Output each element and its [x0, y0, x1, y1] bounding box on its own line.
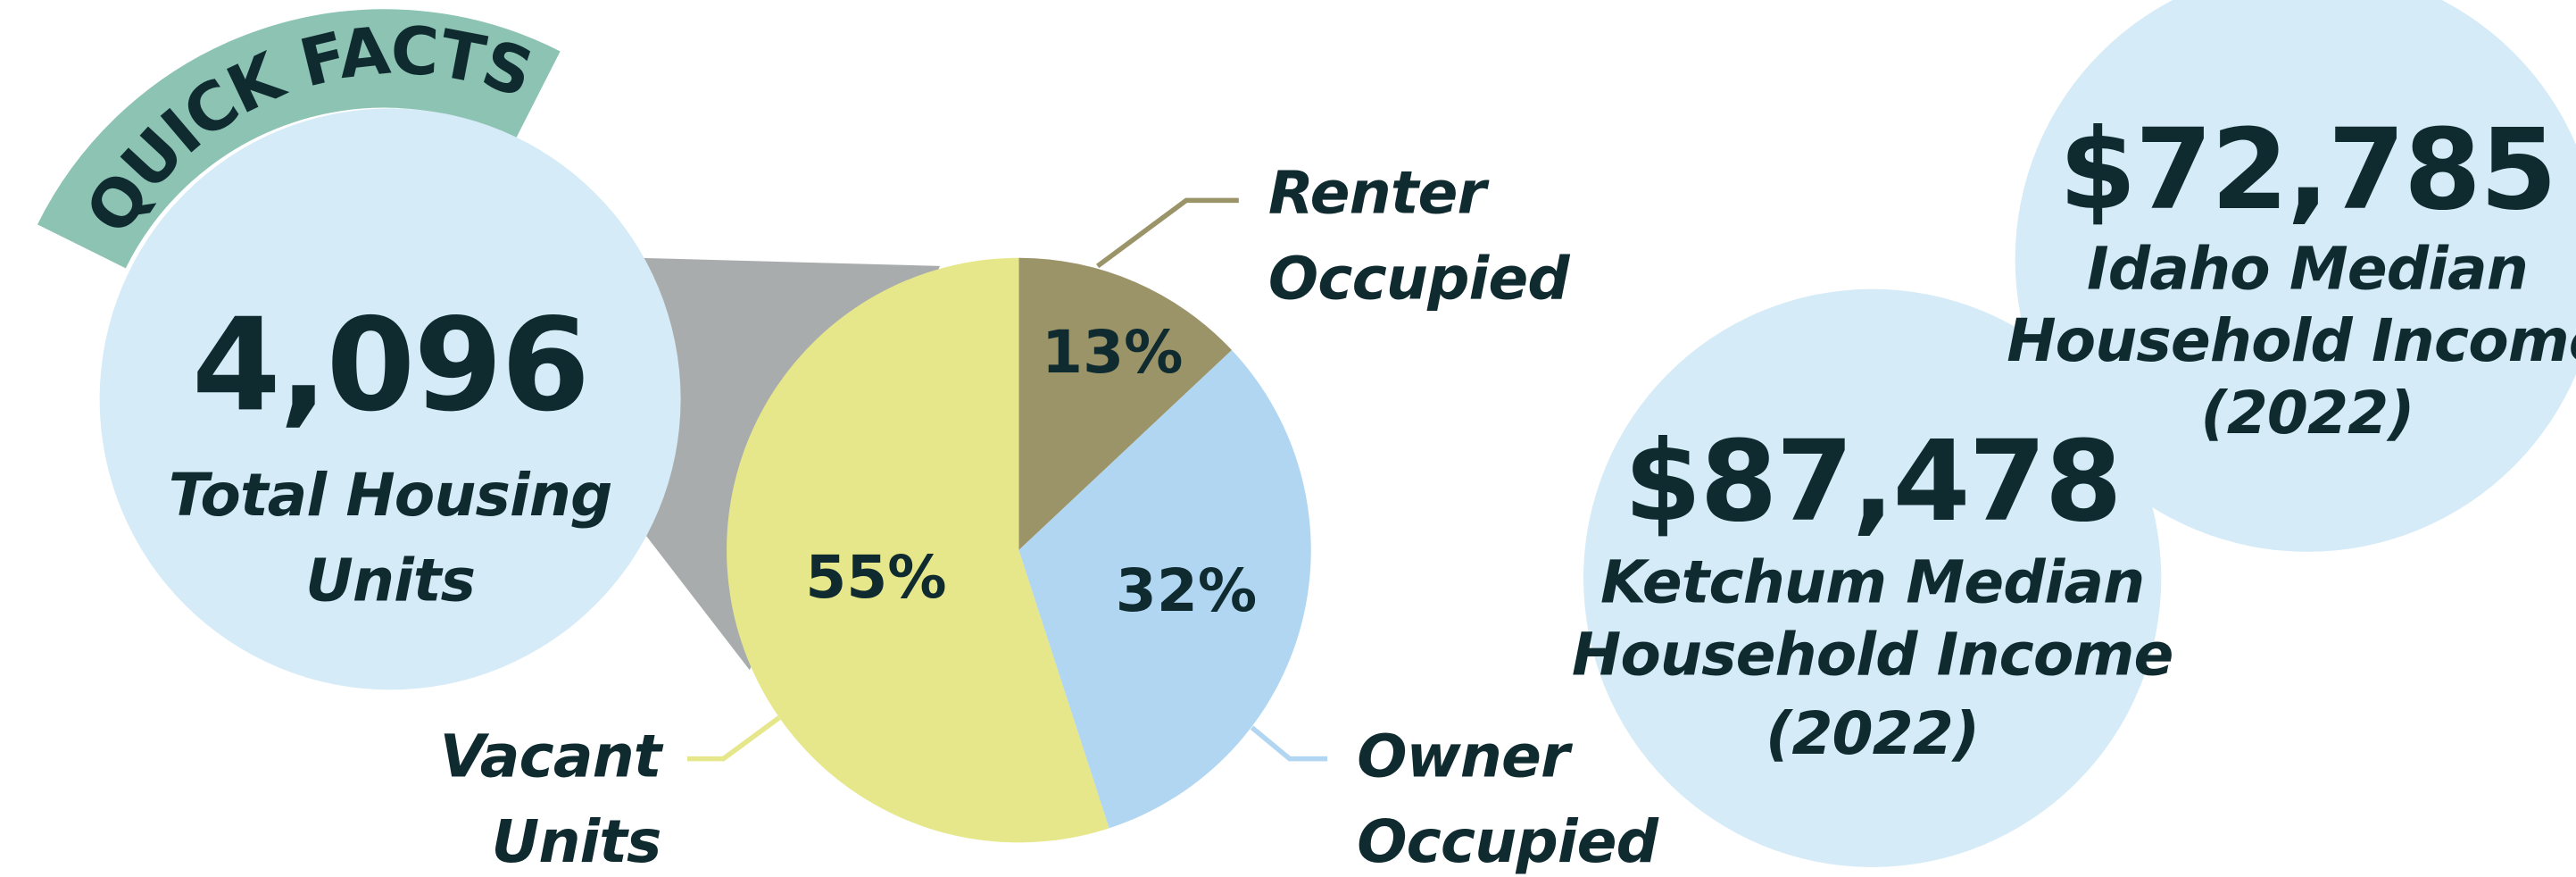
fact-label: Total Housing: [169, 461, 612, 530]
fact-label: Units: [305, 547, 475, 615]
fact-label: (2022): [2200, 379, 2414, 447]
fact-label: Idaho Median: [2087, 234, 2528, 303]
fact-circle: [1583, 288, 2162, 867]
category-label: Vacant Units: [440, 722, 664, 876]
slice-label: 13%: [1042, 318, 1183, 387]
fact-circle: [2015, 0, 2576, 552]
category-label-line: Vacant: [440, 722, 664, 790]
fact-value: $87,478: [1624, 417, 2121, 547]
slice-label: 32%: [1116, 556, 1257, 625]
fact-label: Household Income: [2007, 306, 2576, 375]
category-label: Renter Occupied: [1268, 159, 1570, 313]
fact-label: Household Income: [1572, 620, 2173, 689]
category-label-line: Renter: [1268, 159, 1491, 228]
category-label-line: Occupied: [1357, 807, 1658, 876]
fact-value: 4,096: [192, 290, 588, 439]
badge-band: [37, 9, 561, 269]
pie-slice: [1018, 257, 1233, 551]
fact-circle: [99, 108, 681, 690]
category-label-line: Units: [492, 807, 661, 876]
category-label-line: Owner: [1357, 722, 1574, 790]
pie-slice: [1018, 349, 1311, 829]
fact-label: Ketchum Median: [1600, 548, 2144, 617]
category-label-line: Occupied: [1268, 244, 1570, 313]
leader-line: [1250, 725, 1328, 762]
leader-line: [686, 715, 781, 762]
pie-slice: [727, 257, 1109, 843]
leader-line: [1096, 197, 1239, 269]
category-label: Owner Occupied: [1357, 722, 1658, 876]
slice-label: 55%: [805, 543, 946, 612]
fact-label: (2022): [1766, 699, 1979, 768]
fact-value: $72,785: [2059, 105, 2556, 235]
